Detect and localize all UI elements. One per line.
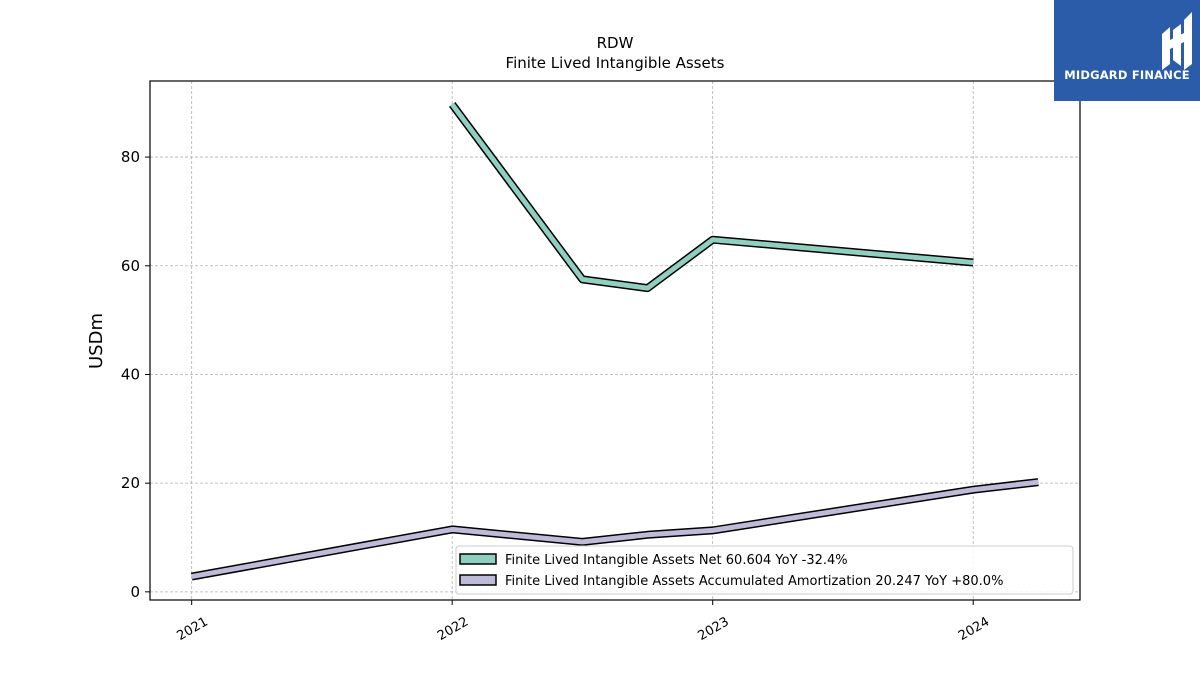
data-point <box>581 541 583 543</box>
legend-label: Finite Lived Intangible Assets Accumulat… <box>505 574 1003 589</box>
legend-swatch <box>459 574 497 586</box>
legend-swatch <box>459 553 497 565</box>
y-tick-label: 20 <box>121 474 140 492</box>
data-point <box>581 278 583 280</box>
data-point <box>1037 481 1039 483</box>
series-layer <box>190 102 1039 581</box>
legend-label: Finite Lived Intangible Assets Net 60.60… <box>505 553 848 568</box>
x-tick-label: 2022 <box>435 614 471 644</box>
y-tick-label: 80 <box>121 148 140 166</box>
y-tick-label: 40 <box>121 365 140 383</box>
y-axis: 0 20 40 60 80 <box>121 148 150 601</box>
brand-logo: MIDGARD FINANCE <box>1054 0 1200 101</box>
plot-frame <box>149 80 1081 601</box>
data-point <box>647 534 649 536</box>
data-point <box>647 287 649 289</box>
chart-title: RDW <box>597 34 634 52</box>
x-tick-label: 2024 <box>956 614 992 644</box>
chart-subtitle: Finite Lived Intangible Assets <box>506 54 725 72</box>
y-tick-label: 0 <box>130 583 140 601</box>
data-point <box>451 528 453 530</box>
data-point <box>451 103 453 105</box>
data-point <box>972 262 974 264</box>
brand-name: MIDGARD FINANCE <box>1064 68 1190 82</box>
data-point <box>712 529 714 531</box>
data-point <box>712 239 714 241</box>
legend-box <box>455 545 1074 595</box>
grid <box>150 81 1080 600</box>
y-axis-label: USDm <box>86 313 107 369</box>
legend: Finite Lived Intangible Assets Net 60.60… <box>455 545 1074 595</box>
data-point <box>972 489 974 491</box>
x-tick-label: 2023 <box>696 614 732 644</box>
x-tick-label: 2021 <box>175 614 211 644</box>
data-point <box>191 576 193 578</box>
y-tick-label: 60 <box>121 257 140 275</box>
x-axis: 2021 2022 2023 2024 <box>175 600 992 644</box>
brand-mark-icon <box>1162 12 1192 70</box>
